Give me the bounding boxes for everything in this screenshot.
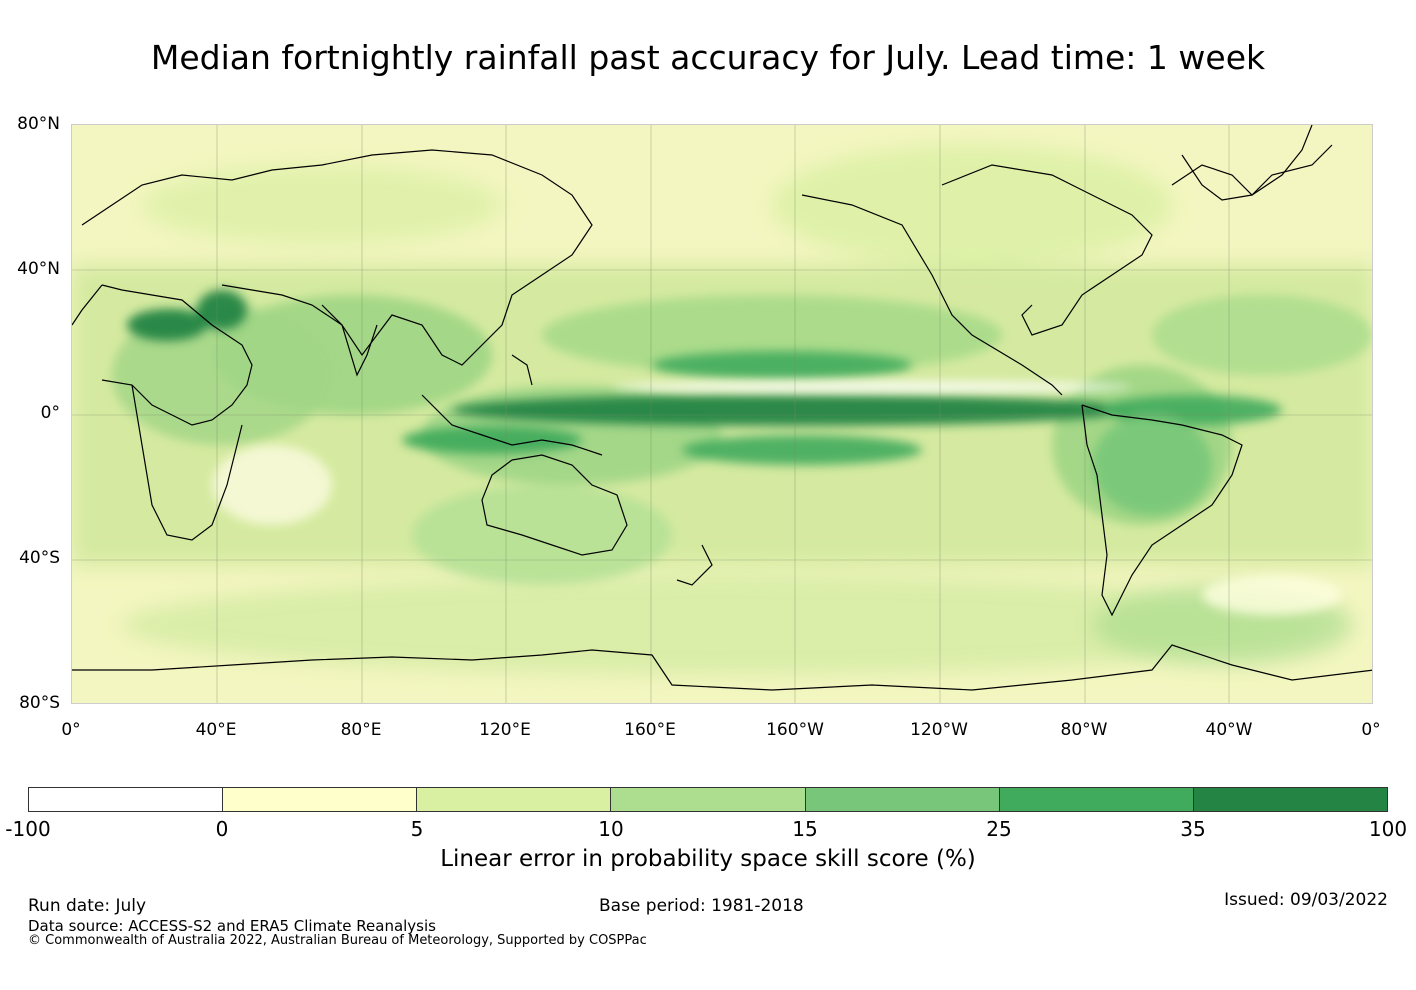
lat-label-40n: 40°N (17, 259, 60, 279)
lon-label-80e: 80°E (340, 720, 382, 740)
colorbar-bin (29, 788, 224, 811)
colorbar-tick: -100 (5, 817, 51, 841)
lon-label-160e: 160°E (624, 720, 676, 740)
colorbar-label: Linear error in probability space skill … (440, 846, 976, 872)
lon-label-0-right: 0° (1361, 720, 1381, 740)
colorbar-tick: 0 (215, 817, 229, 841)
skill-field-low (212, 381, 1342, 615)
skill-score-map (71, 124, 1373, 704)
colorbar-bin (1193, 788, 1387, 811)
coastlines (72, 125, 1372, 691)
lat-label-40s: 40°S (19, 548, 60, 568)
issued-date: Issued: 09/03/2022 (1224, 890, 1388, 910)
map-title: Median fortnightly rainfall past accurac… (150, 38, 1266, 77)
colorbar-tick: 5 (410, 817, 424, 841)
colorbar (28, 787, 1388, 812)
lon-label-40w: 40°W (1205, 720, 1253, 740)
lon-label-120e: 120°E (479, 720, 531, 740)
map-graphic (72, 125, 1372, 703)
copyright: © Commonwealth of Australia 2022, Austra… (28, 933, 647, 948)
lat-label-80n: 80°N (17, 114, 60, 134)
colorbar-bin (223, 788, 418, 811)
colorbar-bin (417, 788, 612, 811)
lon-label-40e: 40°E (195, 720, 237, 740)
lat-label-equator: 0° (40, 403, 60, 423)
lon-label-160w: 160°W (766, 720, 824, 740)
lon-label-0: 0° (61, 720, 81, 740)
base-period: Base period: 1981-2018 (599, 896, 804, 916)
skill-field-high (127, 290, 1282, 515)
lon-label-120w: 120°W (910, 720, 968, 740)
colorbar-tick: 10 (598, 817, 624, 841)
colorbar-tick: 35 (1180, 817, 1206, 841)
colorbar-bin (999, 788, 1194, 811)
graticule (72, 125, 1372, 703)
colorbar-tick: 15 (792, 817, 818, 841)
colorbar-bin (805, 788, 1000, 811)
lat-label-80s: 80°S (19, 693, 60, 713)
run-date: Run date: July (28, 896, 147, 916)
colorbar-bin (611, 788, 806, 811)
lon-label-80w: 80°W (1060, 720, 1108, 740)
colorbar-tick: 100 (1368, 817, 1408, 841)
data-source: Data source: ACCESS-S2 and ERA5 Climate … (28, 917, 436, 935)
colorbar-tick: 25 (986, 817, 1012, 841)
